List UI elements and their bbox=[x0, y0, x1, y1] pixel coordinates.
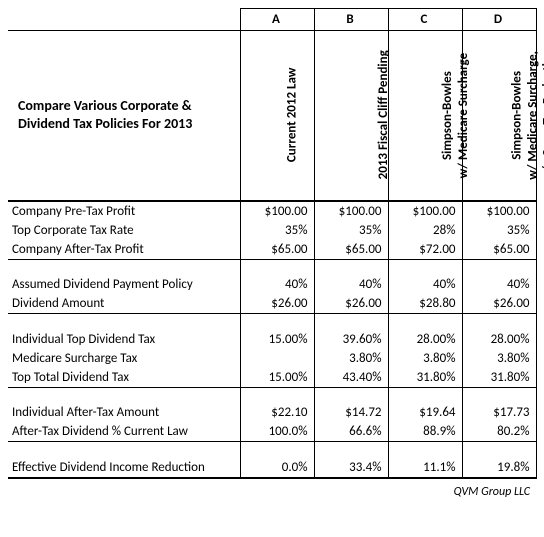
cell-value: 31.80% bbox=[462, 368, 536, 388]
cell-value: 100.0% bbox=[240, 422, 314, 442]
col-letter-a: A bbox=[240, 9, 314, 31]
cell-value: 15.00% bbox=[240, 330, 314, 349]
cell-value: $28.80 bbox=[388, 294, 462, 314]
table-row: After-Tax Dividend % Current Law100.0%66… bbox=[8, 422, 536, 442]
row-label: Individual After-Tax Amount bbox=[8, 403, 240, 422]
cell-value: $17.73 bbox=[462, 403, 536, 422]
table-row bbox=[8, 387, 536, 403]
cell-value: $72.00 bbox=[388, 240, 462, 260]
table-row: Company After-Tax Profit$65.00$65.00$72.… bbox=[8, 240, 536, 260]
table-row bbox=[8, 314, 536, 330]
column-letter-row: A B C D bbox=[8, 9, 536, 31]
table-row: Medicare Surcharge Tax3.80%3.80%3.80% bbox=[8, 349, 536, 368]
table-row bbox=[8, 259, 536, 275]
cell-value: 40% bbox=[314, 275, 388, 294]
cell-value: 40% bbox=[388, 275, 462, 294]
row-label: After-Tax Dividend % Current Law bbox=[8, 422, 240, 442]
table-row: Company Pre-Tax Profit$100.00$100.00$100… bbox=[8, 201, 536, 221]
cell-value: $65.00 bbox=[314, 240, 388, 260]
cell-value: 19.8% bbox=[462, 458, 536, 478]
cell-value: $26.00 bbox=[462, 294, 536, 314]
table-row: Top Corporate Tax Rate35%35%28%35% bbox=[8, 221, 536, 240]
cell-value: 28.00% bbox=[462, 330, 536, 349]
cell-value bbox=[240, 349, 314, 368]
table-row: Dividend Amount$26.00$26.00$28.80$26.00 bbox=[8, 294, 536, 314]
row-label: Assumed Dividend Payment Policy bbox=[8, 275, 240, 294]
cell-value: $26.00 bbox=[240, 294, 314, 314]
corner-cell bbox=[8, 9, 240, 31]
table-row: Top Total Dividend Tax15.00%43.40%31.80%… bbox=[8, 368, 536, 388]
row-label: Effective Dividend Income Reduction bbox=[8, 458, 240, 478]
table-body: Company Pre-Tax Profit$100.00$100.00$100… bbox=[8, 201, 536, 478]
cell-value: $14.72 bbox=[314, 403, 388, 422]
cell-value: 3.80% bbox=[314, 349, 388, 368]
cell-value: $22.10 bbox=[240, 403, 314, 422]
row-label: Company Pre-Tax Profit bbox=[8, 201, 240, 221]
col-letter-d: D bbox=[462, 9, 536, 31]
cell-value: $100.00 bbox=[240, 201, 314, 221]
table-row: Assumed Dividend Payment Policy40%40%40%… bbox=[8, 275, 536, 294]
cell-value: $19.64 bbox=[388, 403, 462, 422]
cell-value: $26.00 bbox=[314, 294, 388, 314]
cell-value: 40% bbox=[240, 275, 314, 294]
cell-value: 66.6% bbox=[314, 422, 388, 442]
cell-value: 11.1% bbox=[388, 458, 462, 478]
row-label: Top Total Dividend Tax bbox=[8, 368, 240, 388]
col-header-d: Simpson-Bowlesw/ Medicare Surcharge,w/o … bbox=[462, 31, 536, 201]
cell-value: $100.00 bbox=[462, 201, 536, 221]
row-label: Dividend Amount bbox=[8, 294, 240, 314]
tax-policy-table: A B C D Compare Various Corporate &Divid… bbox=[8, 8, 537, 479]
table-row: Effective Dividend Income Reduction0.0%3… bbox=[8, 458, 536, 478]
cell-value: 80.2% bbox=[462, 422, 536, 442]
table-row: Individual Top Dividend Tax15.00%39.60%2… bbox=[8, 330, 536, 349]
cell-value: 3.80% bbox=[462, 349, 536, 368]
cell-value: $65.00 bbox=[462, 240, 536, 260]
cell-value: 28.00% bbox=[388, 330, 462, 349]
table-title: Compare Various Corporate &Dividend Tax … bbox=[8, 31, 240, 201]
cell-value: 35% bbox=[240, 221, 314, 240]
cell-value: $100.00 bbox=[314, 201, 388, 221]
col-header-c: Simpson-Bowlesw/ Medicare Surcharge bbox=[388, 31, 462, 201]
table-row bbox=[8, 442, 536, 458]
cell-value: 31.80% bbox=[388, 368, 462, 388]
cell-value: $100.00 bbox=[388, 201, 462, 221]
cell-value: 39.60% bbox=[314, 330, 388, 349]
attribution-text: QVM Group LLC bbox=[8, 485, 536, 499]
row-label: Medicare Surcharge Tax bbox=[8, 349, 240, 368]
row-label: Top Corporate Tax Rate bbox=[8, 221, 240, 240]
row-label: Individual Top Dividend Tax bbox=[8, 330, 240, 349]
cell-value: $65.00 bbox=[240, 240, 314, 260]
col-letter-b: B bbox=[314, 9, 388, 31]
col-header-a: Current 2012 Law bbox=[240, 31, 314, 201]
col-header-b: 2013 Fiscal Cliff Pending bbox=[314, 31, 388, 201]
cell-value: 40% bbox=[462, 275, 536, 294]
cell-value: 0.0% bbox=[240, 458, 314, 478]
cell-value: 43.40% bbox=[314, 368, 388, 388]
table-row: Individual After-Tax Amount$22.10$14.72$… bbox=[8, 403, 536, 422]
cell-value: 33.4% bbox=[314, 458, 388, 478]
cell-value: 28% bbox=[388, 221, 462, 240]
row-label: Company After-Tax Profit bbox=[8, 240, 240, 260]
cell-value: 88.9% bbox=[388, 422, 462, 442]
cell-value: 35% bbox=[314, 221, 388, 240]
col-letter-c: C bbox=[388, 9, 462, 31]
cell-value: 35% bbox=[462, 221, 536, 240]
cell-value: 15.00% bbox=[240, 368, 314, 388]
cell-value: 3.80% bbox=[388, 349, 462, 368]
column-header-row: Compare Various Corporate &Dividend Tax … bbox=[8, 31, 536, 201]
